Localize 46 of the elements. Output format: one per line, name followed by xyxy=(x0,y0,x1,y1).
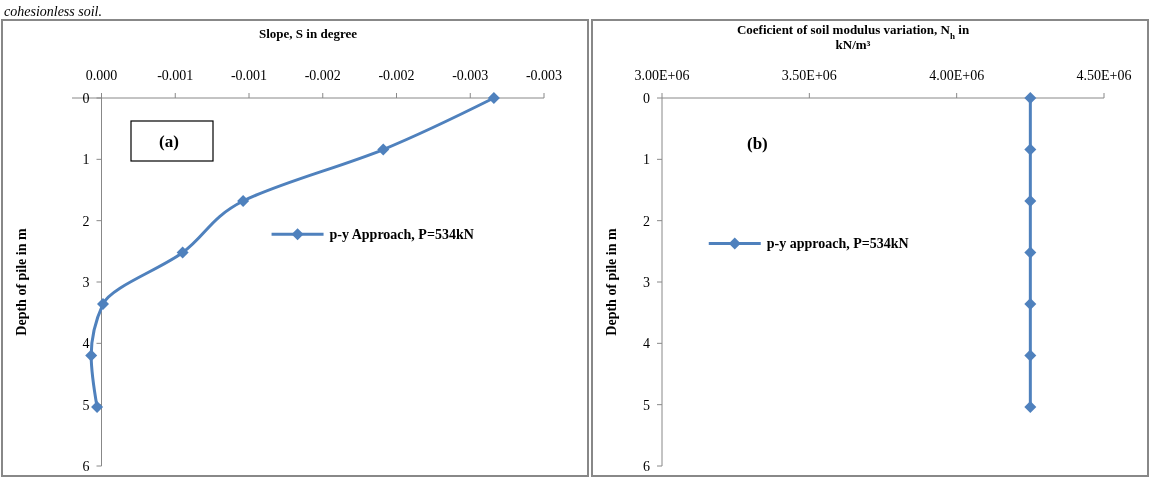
annotation: (b) xyxy=(747,134,768,153)
y-axis-title: Depth of pile in m xyxy=(604,228,619,336)
point xyxy=(487,92,500,104)
point xyxy=(91,401,104,414)
y-tick-label: 2 xyxy=(82,213,90,229)
y-tick-label: 0 xyxy=(643,91,650,106)
y-tick-label: 5 xyxy=(82,397,90,413)
point xyxy=(1024,349,1037,362)
x-tick-label: 3.00E+06 xyxy=(634,68,690,83)
y-tick-label: 1 xyxy=(82,152,90,168)
x-tick-label: -0.002 xyxy=(378,68,415,83)
point xyxy=(1024,92,1037,104)
legend-label: p-y Approach, P=534kN xyxy=(329,227,474,243)
text: Coeficient of soil modulus variation, N$_{h}$ in kN/m³ xyxy=(736,22,970,52)
point xyxy=(237,195,250,208)
point xyxy=(85,349,98,362)
y-tick-label: 0 xyxy=(82,91,90,106)
x-tick-label: -0.001 xyxy=(157,68,194,83)
y-tick-label: 2 xyxy=(643,213,650,229)
x-tick-label: 4.00E+06 xyxy=(929,68,985,83)
y-tick-label: 6 xyxy=(643,459,650,474)
x-tick-label: 0.000 xyxy=(85,68,118,83)
legend-label: p-y approach, P=534kN xyxy=(766,236,909,252)
point xyxy=(1024,143,1037,156)
x-tick-label: -0.003 xyxy=(525,68,563,83)
y-axis-title: Depth of pile in m xyxy=(14,228,29,336)
point xyxy=(96,298,109,311)
y-tick-label: 3 xyxy=(82,275,90,290)
x-tick-label: -0.003 xyxy=(452,68,489,83)
x-tick-label: 3.50E+06 xyxy=(781,68,837,83)
x-tick-label: 4.50E+06 xyxy=(1076,68,1132,83)
annotation: (a) xyxy=(159,132,179,151)
x-tick-label: -0.001 xyxy=(230,68,268,83)
y-tick-label: 4 xyxy=(643,336,650,352)
text: cohesionless soil. xyxy=(4,4,102,19)
x-tick-label: -0.002 xyxy=(304,68,341,83)
point xyxy=(1024,246,1037,259)
x-axis-title: Slope, S in degree xyxy=(259,26,358,41)
y-tick-label: 5 xyxy=(643,397,650,413)
point xyxy=(1024,401,1037,414)
y-tick-label: 4 xyxy=(82,336,90,352)
point xyxy=(176,246,189,259)
y-tick-label: 1 xyxy=(643,152,650,168)
y-tick-label: 3 xyxy=(643,275,650,290)
point xyxy=(377,143,390,156)
y-tick-label: 6 xyxy=(82,459,90,474)
